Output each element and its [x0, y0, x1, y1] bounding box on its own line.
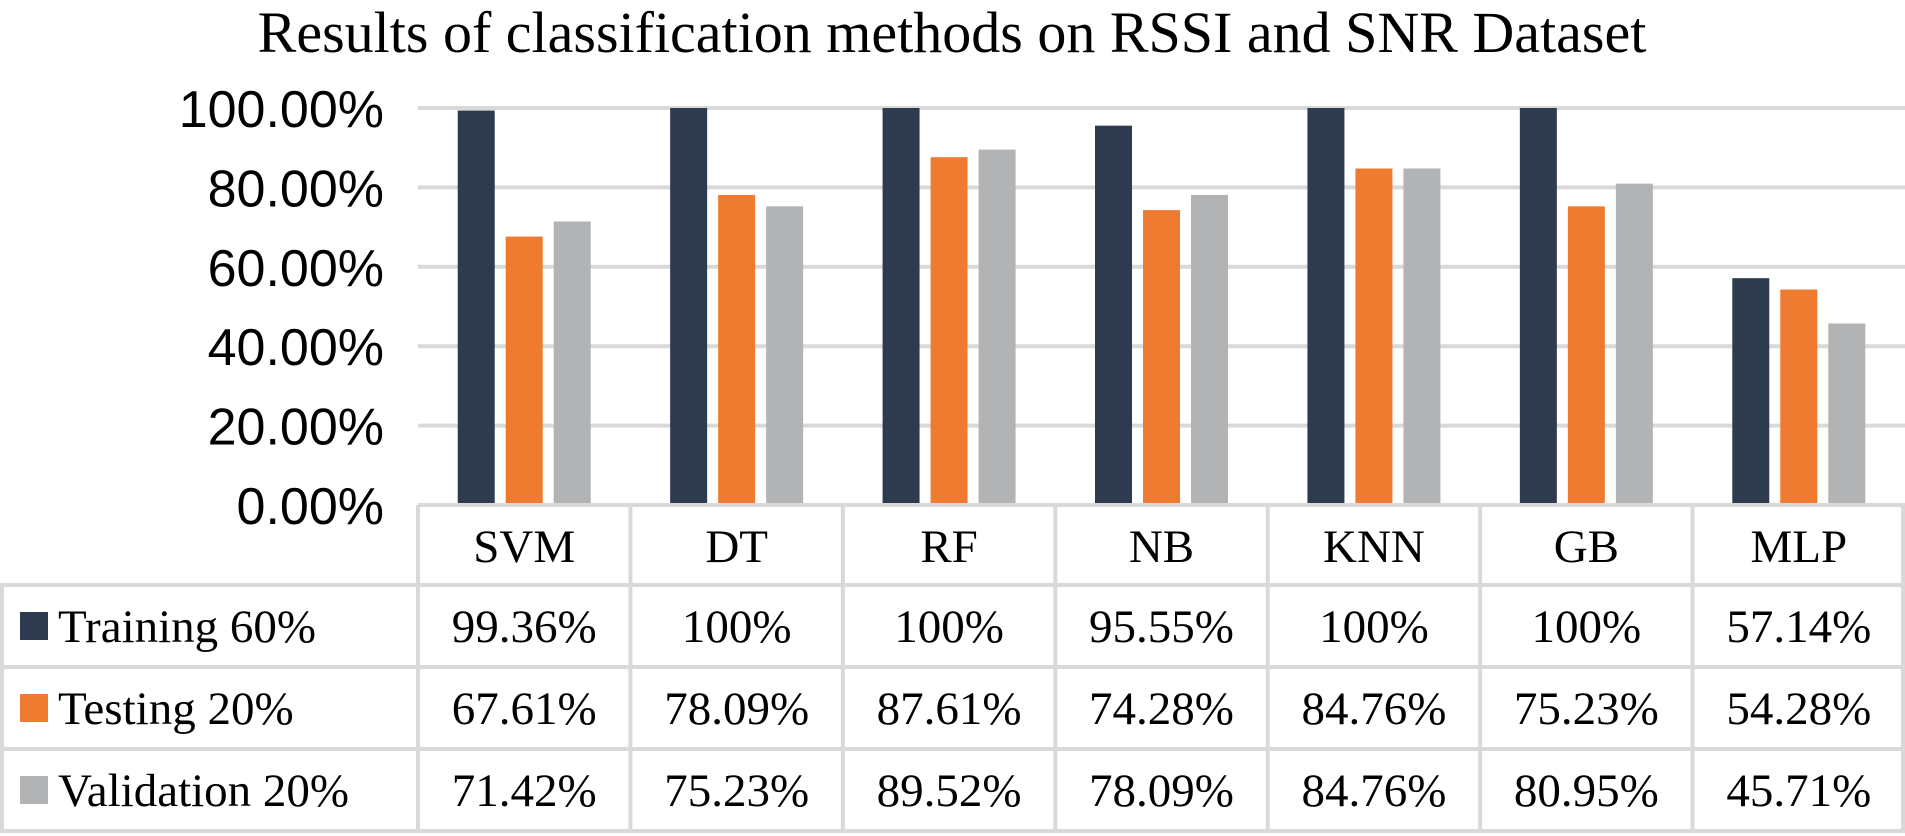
x-tick-label: NB [1129, 521, 1194, 573]
y-tick-label: 0.00% [237, 478, 384, 536]
data-label: 80.95% [1514, 765, 1659, 817]
data-label: 89.52% [877, 765, 1022, 817]
data-label: 100% [894, 601, 1004, 653]
bar-gb-series-2 [1567, 206, 1605, 505]
bar-rf-series-3 [978, 149, 1016, 506]
bar-svm-series-2 [505, 236, 543, 505]
chart-title: Results of classification methods on RSS… [258, 0, 1647, 65]
bar-nb-series-3 [1191, 194, 1228, 505]
legend-swatch [20, 694, 48, 722]
x-tick-label: KNN [1323, 521, 1425, 573]
bar-knn-series-2 [1355, 168, 1393, 505]
bar-dt-series-2 [718, 194, 756, 505]
bars [457, 108, 1866, 506]
data-label: 100% [682, 601, 792, 653]
bar-rf-series-1 [882, 108, 920, 505]
bar-mlp-series-1 [1732, 278, 1770, 505]
legend-label: Testing 20% [58, 683, 294, 735]
data-label: 75.23% [664, 765, 809, 817]
data-label: 78.09% [1089, 765, 1234, 817]
data-label: 87.61% [877, 683, 1022, 735]
legend-swatch [20, 612, 48, 640]
y-tick-label: 20.00% [208, 399, 384, 457]
x-tick-label: RF [920, 521, 978, 573]
y-axis: 0.00% 20.00% 40.00% 60.00% 80.00% 100.00% [179, 81, 384, 536]
data-label: 45.71% [1726, 765, 1871, 817]
data-label: 78.09% [664, 683, 809, 735]
y-tick-label: 80.00% [208, 160, 384, 218]
y-tick-label: 100.00% [179, 81, 384, 139]
bar-gb-series-3 [1615, 183, 1653, 506]
bar-nb-series-2 [1143, 210, 1180, 505]
data-label: 71.42% [452, 765, 597, 817]
data-label: 100% [1532, 601, 1642, 653]
bar-dt-series-1 [670, 108, 708, 505]
bar-svm-series-1 [457, 110, 495, 505]
data-label: 95.55% [1089, 601, 1234, 653]
bar-mlp-series-2 [1780, 289, 1818, 505]
data-label: 54.28% [1726, 683, 1871, 735]
data-label: 67.61% [452, 683, 597, 735]
data-label: 74.28% [1089, 683, 1234, 735]
bar-gb-series-1 [1519, 108, 1557, 505]
data-label: 84.76% [1301, 765, 1446, 817]
bar-dt-series-3 [766, 206, 804, 505]
data-label: 100% [1319, 601, 1429, 653]
bar-knn-series-3 [1403, 168, 1441, 505]
data-label: 57.14% [1726, 601, 1871, 653]
data-label: 84.76% [1301, 683, 1446, 735]
x-tick-label: SVM [473, 521, 575, 573]
x-tick-label: DT [705, 521, 768, 573]
bar-rf-series-2 [930, 157, 968, 505]
y-tick-label: 60.00% [208, 240, 384, 298]
y-tick-label: 40.00% [208, 319, 384, 377]
bar-svm-series-3 [553, 221, 591, 506]
legend-swatch [20, 776, 48, 804]
x-tick-label: GB [1554, 521, 1619, 573]
bar-nb-series-1 [1095, 125, 1132, 505]
legend-label: Validation 20% [58, 765, 349, 817]
data-table: SVM DT RF NB KNN GB MLP Training 60% 99.36% 100% 1… [0, 503, 1905, 833]
data-label: 75.23% [1514, 683, 1659, 735]
data-label: 99.36% [452, 601, 597, 653]
bar-mlp-series-3 [1828, 323, 1866, 505]
legend-label: Training 60% [58, 601, 316, 653]
bar-knn-series-1 [1307, 108, 1345, 505]
x-tick-label: MLP [1750, 521, 1847, 573]
